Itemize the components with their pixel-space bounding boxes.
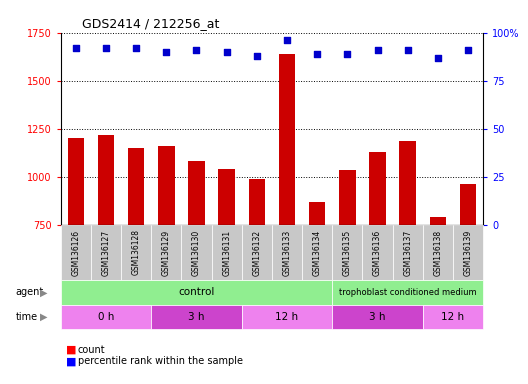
- Point: [72, 45, 80, 51]
- Text: GSM136132: GSM136132: [252, 229, 261, 276]
- Bar: [279, 54, 295, 369]
- Point: [464, 47, 472, 53]
- Text: percentile rank within the sample: percentile rank within the sample: [78, 356, 242, 366]
- Text: agent: agent: [16, 287, 44, 298]
- Bar: [158, 146, 175, 369]
- Bar: [249, 179, 265, 369]
- Point: [192, 47, 201, 53]
- Bar: [460, 184, 476, 369]
- Text: GSM136131: GSM136131: [222, 229, 231, 276]
- Bar: [128, 148, 145, 369]
- Point: [222, 49, 231, 55]
- Text: trophoblast conditioned medium: trophoblast conditioned medium: [339, 288, 476, 297]
- Text: GSM136129: GSM136129: [162, 229, 171, 276]
- Text: GSM136130: GSM136130: [192, 229, 201, 276]
- Text: GDS2414 / 212256_at: GDS2414 / 212256_at: [82, 17, 219, 30]
- Text: ▶: ▶: [40, 311, 47, 322]
- Text: ■: ■: [66, 356, 77, 366]
- Text: GSM136128: GSM136128: [131, 230, 140, 275]
- Text: GSM136137: GSM136137: [403, 229, 412, 276]
- Bar: [399, 141, 416, 369]
- Text: 12 h: 12 h: [441, 311, 465, 322]
- Text: GSM136138: GSM136138: [433, 229, 442, 276]
- Text: 3 h: 3 h: [369, 311, 386, 322]
- Text: GSM136126: GSM136126: [71, 229, 80, 276]
- Point: [403, 47, 412, 53]
- Text: control: control: [178, 287, 215, 298]
- Point: [433, 55, 442, 61]
- Bar: [339, 170, 356, 369]
- Text: GSM136136: GSM136136: [373, 229, 382, 276]
- Text: GSM136135: GSM136135: [343, 229, 352, 276]
- Text: GSM136134: GSM136134: [313, 229, 322, 276]
- Text: 0 h: 0 h: [98, 311, 114, 322]
- Bar: [98, 136, 114, 369]
- Bar: [219, 169, 235, 369]
- Text: count: count: [78, 345, 105, 355]
- Bar: [309, 202, 325, 369]
- Point: [102, 45, 110, 51]
- Text: GSM136139: GSM136139: [464, 229, 473, 276]
- Text: 12 h: 12 h: [276, 311, 298, 322]
- Text: ■: ■: [66, 345, 77, 355]
- Text: ▶: ▶: [40, 287, 47, 298]
- Bar: [188, 161, 205, 369]
- Point: [132, 45, 140, 51]
- Text: GSM136127: GSM136127: [101, 229, 110, 276]
- Point: [252, 53, 261, 59]
- Text: 3 h: 3 h: [188, 311, 205, 322]
- Bar: [68, 138, 84, 369]
- Text: time: time: [16, 311, 38, 322]
- Bar: [369, 152, 386, 369]
- Point: [313, 51, 322, 57]
- Point: [283, 37, 291, 43]
- Point: [373, 47, 382, 53]
- Point: [343, 51, 352, 57]
- Bar: [430, 217, 446, 369]
- Text: GSM136133: GSM136133: [282, 229, 291, 276]
- Point: [162, 49, 171, 55]
